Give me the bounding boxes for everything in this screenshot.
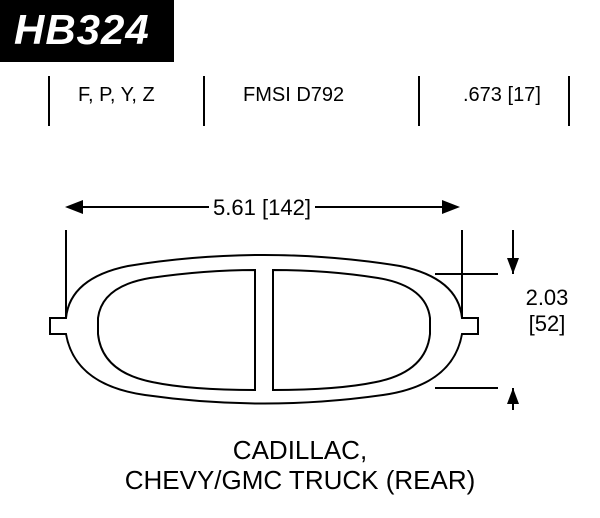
spec-row: F, P, Y, Z FMSI D792 .673 [17] [48, 76, 570, 126]
spec-divider [203, 76, 205, 126]
height-dimension: 2.03[52] [512, 285, 582, 338]
spec-divider [568, 76, 570, 126]
width-label: 5.61 [142] [209, 195, 315, 221]
width-dimension: 5.61 [142] [68, 195, 456, 221]
vehicle-caption: CADILLAC, CHEVY/GMC TRUCK (REAR) [0, 436, 600, 496]
compounds-text: F, P, Y, Z [78, 84, 155, 107]
spec-divider [48, 76, 50, 126]
part-number-badge: HB324 [0, 0, 174, 62]
brake-pad-diagram [40, 230, 510, 410]
fmsi-text: FMSI D792 [243, 84, 344, 107]
part-number: HB324 [14, 6, 150, 53]
height-label: 2.03[52] [512, 285, 582, 338]
thickness-text: .673 [17] [463, 84, 541, 107]
vehicle-line2: CHEVY/GMC TRUCK (REAR) [125, 465, 476, 495]
spec-divider [418, 76, 420, 126]
vehicle-line1: CADILLAC, [233, 435, 367, 465]
